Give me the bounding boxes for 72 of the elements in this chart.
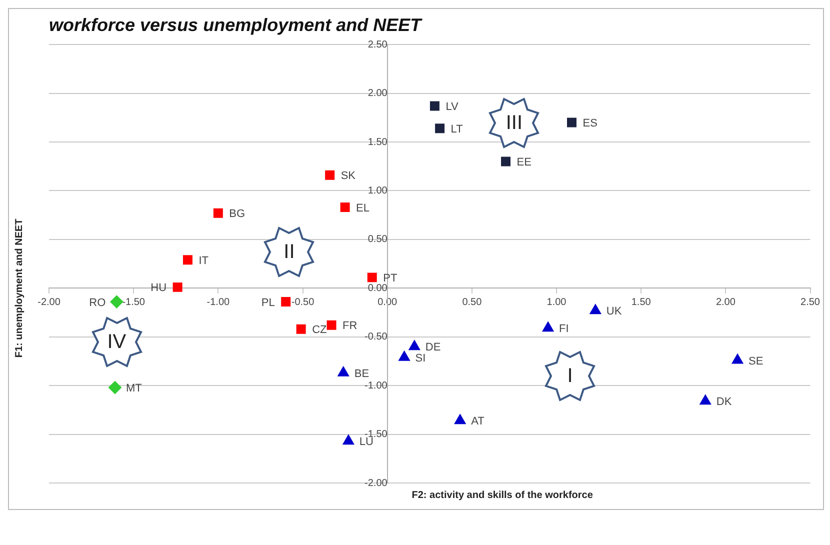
annotation: MT — [126, 382, 142, 395]
x-tick-label: -2.00 — [38, 296, 61, 308]
annotation: LT — [450, 123, 464, 136]
y-tick-label: -1.00 — [364, 380, 388, 392]
point — [325, 170, 335, 180]
annotation: FR — [342, 320, 358, 332]
point — [398, 350, 410, 361]
star-icon: I — [544, 350, 596, 402]
y-tick-label: 1.00 — [368, 185, 388, 196]
annotation: PL — [261, 296, 275, 309]
y-tick-label: 0.00 — [368, 282, 388, 294]
star-icon: IV — [90, 316, 143, 368]
annotation: BG — [229, 208, 246, 220]
x-tick-label: 1.50 — [631, 296, 652, 308]
y-axis-title: F1: unemployment and NEET — [14, 218, 25, 358]
point — [338, 366, 350, 376]
annotation: FI — [559, 323, 569, 336]
x-tick-label: 2.00 — [716, 296, 736, 308]
x-axis-title: F2: activity and skills of the workforce — [412, 490, 594, 501]
point — [342, 434, 354, 445]
annotation: LV — [446, 101, 460, 114]
point — [172, 282, 182, 292]
point — [408, 340, 420, 350]
x-tick-label: 0.50 — [462, 296, 482, 308]
y-tick-label: 1.50 — [368, 136, 388, 148]
x-tick-label: 2.50 — [800, 296, 820, 308]
point — [454, 414, 466, 424]
annotation: UK — [606, 306, 622, 318]
annotation: DE — [425, 342, 441, 354]
annotation: AT — [471, 416, 485, 428]
y-tick-label: 2.00 — [368, 88, 388, 100]
point — [590, 304, 602, 314]
annotation: CZ — [312, 324, 328, 336]
point — [435, 124, 445, 134]
annotation: BE — [354, 368, 370, 380]
annotation: ES — [582, 118, 598, 130]
y-tick-label: 2.50 — [368, 39, 388, 50]
point — [700, 394, 712, 405]
point — [367, 272, 377, 282]
point — [326, 320, 336, 330]
point — [281, 297, 291, 307]
x-tick-label: -1.00 — [206, 296, 230, 308]
annotation: PT — [383, 272, 398, 284]
point — [542, 322, 554, 332]
point — [732, 354, 744, 364]
annotation: RO — [89, 296, 106, 309]
y-tick-label: -0.50 — [364, 332, 388, 343]
point — [566, 118, 576, 128]
annotation: SI — [415, 352, 426, 364]
annotation: SK — [340, 170, 356, 182]
annotation: EL — [356, 202, 370, 214]
chart-title: workforce versus unemployment and NEET — [49, 14, 424, 35]
star-icon: II — [263, 226, 316, 278]
y-tick-label: 0.50 — [368, 234, 388, 246]
annotation: SE — [748, 355, 764, 368]
point — [296, 324, 306, 334]
x-tick-label: -1.50 — [122, 296, 146, 308]
y-tick-label: -2.00 — [364, 478, 388, 489]
point — [213, 208, 223, 218]
point — [340, 202, 350, 212]
annotation: EE — [516, 156, 532, 169]
x-tick-label: 1.00 — [546, 296, 567, 308]
point — [501, 156, 511, 166]
annotation: DK — [716, 396, 732, 408]
point — [182, 255, 192, 265]
star-icon: III — [488, 96, 540, 149]
point — [108, 381, 122, 394]
point — [430, 101, 440, 111]
annotation: IT — [198, 254, 209, 267]
x-tick-label: -0.50 — [291, 296, 315, 308]
annotation: HU — [150, 282, 167, 294]
point — [110, 295, 124, 308]
